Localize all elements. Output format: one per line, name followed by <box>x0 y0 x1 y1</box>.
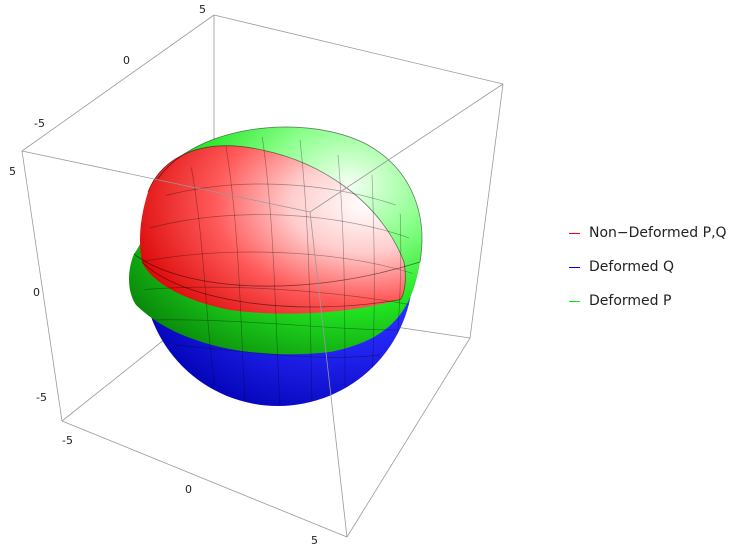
tick-top-minus5: -5 <box>34 117 45 130</box>
box-front-edges <box>21 83 504 538</box>
legend: Non−Deformed P,Q Deformed Q Deformed P <box>569 216 727 318</box>
legend-item-deformed-p: Deformed P <box>569 284 727 318</box>
tick-left-0: 0 <box>33 286 40 299</box>
legend-label: Deformed Q <box>589 259 675 275</box>
tick-bottom-5: 5 <box>311 534 318 547</box>
legend-label: Deformed P <box>589 293 672 309</box>
tick-top-5: 5 <box>199 3 206 16</box>
axis-tick-labels: 5 0 -5 5 0 -5 -5 0 5 <box>9 3 318 547</box>
tick-left-minus5: -5 <box>36 391 47 404</box>
mesh-lines <box>143 136 413 406</box>
series-non-deformed-pq <box>140 145 406 314</box>
legend-item-deformed-q: Deformed Q <box>569 250 727 284</box>
legend-label: Non−Deformed P,Q <box>589 225 727 241</box>
tick-bottom-0: 0 <box>185 483 192 496</box>
tick-bottom-minus5: -5 <box>62 434 73 447</box>
legend-swatch-green <box>569 300 580 302</box>
legend-swatch-red <box>569 232 580 234</box>
tick-left-5: 5 <box>9 165 16 178</box>
legend-swatch-blue <box>569 266 580 268</box>
tick-top-0: 0 <box>123 54 130 67</box>
legend-item-non-deformed: Non−Deformed P,Q <box>569 216 727 250</box>
surfaces <box>129 126 423 406</box>
